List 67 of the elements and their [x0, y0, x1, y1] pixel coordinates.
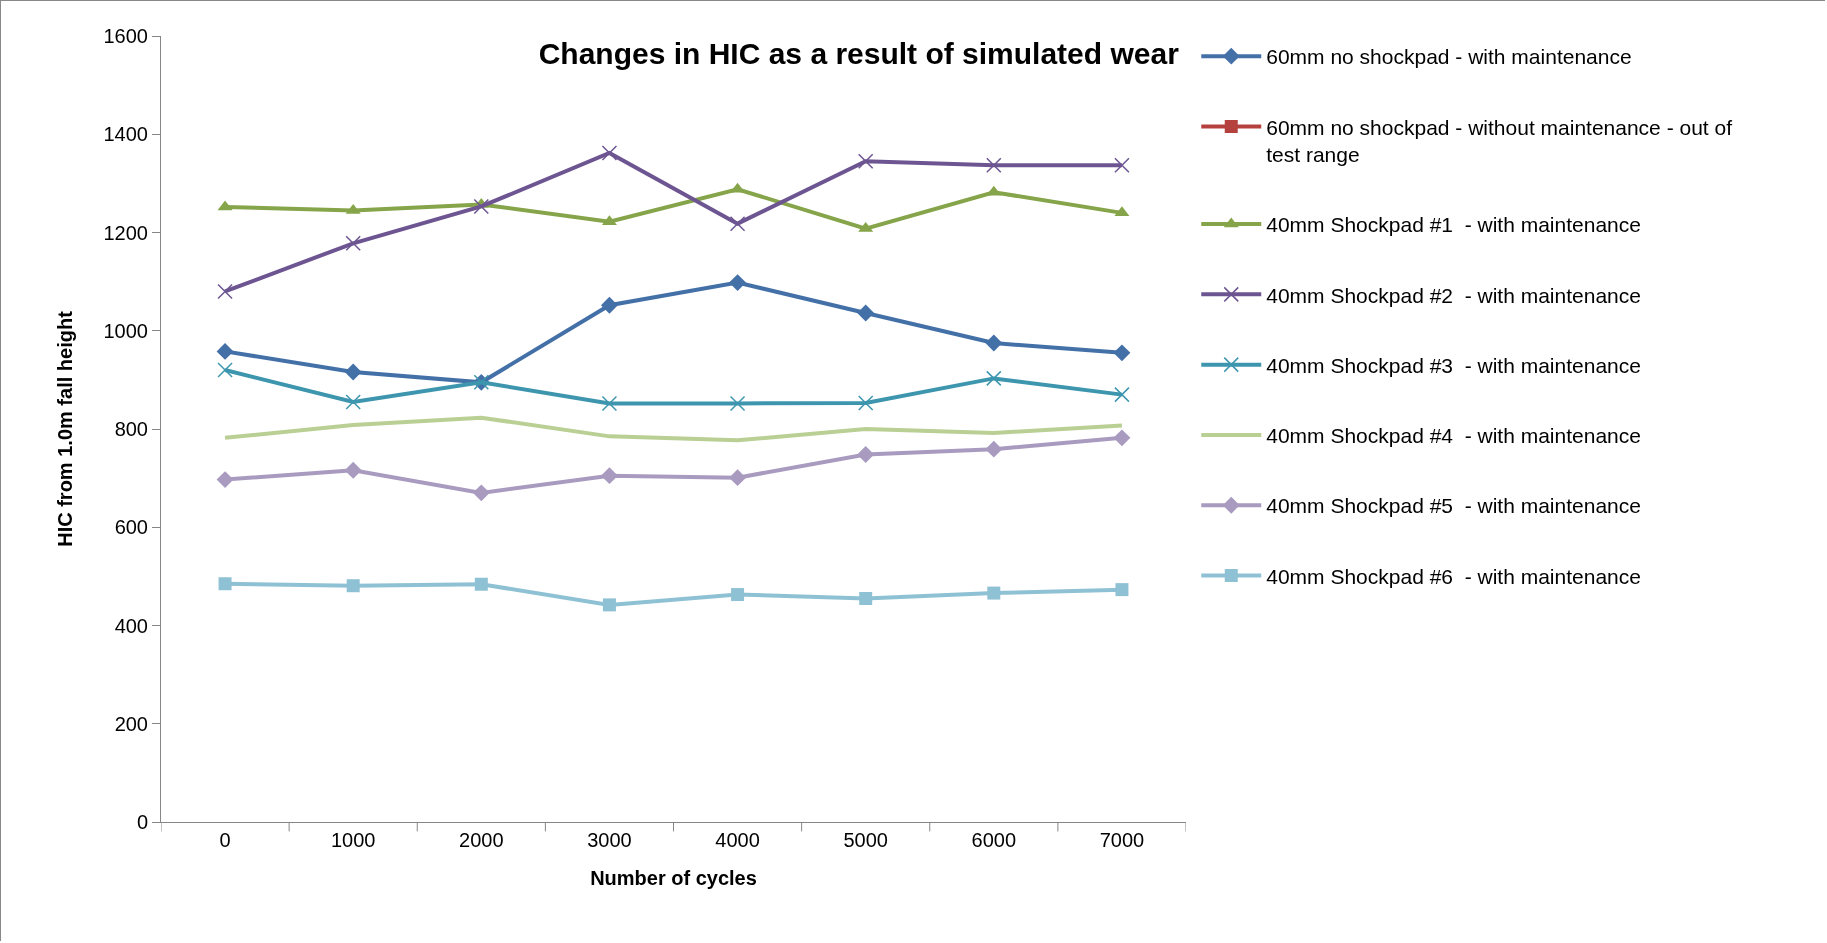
legend-label: 40mm Shockpad #6 - with maintenance	[1266, 564, 1641, 588]
y-tick-label: 1600	[103, 25, 148, 47]
point	[345, 394, 361, 410]
x-tick-label: 6000	[971, 829, 1017, 851]
point	[859, 591, 873, 605]
point	[729, 469, 747, 487]
point	[216, 471, 234, 489]
point	[474, 577, 488, 591]
point	[987, 586, 1001, 600]
x-tick-label: 0	[219, 829, 231, 851]
y-tick-label: 0	[136, 811, 148, 833]
point	[600, 296, 618, 314]
point	[729, 395, 746, 412]
point	[344, 363, 362, 381]
y-tick-label: 800	[114, 418, 148, 440]
line-series	[223, 415, 1124, 443]
x-axis-title: Number of cycles	[590, 866, 757, 889]
x-tick-label: 2000	[459, 829, 504, 851]
point	[602, 598, 616, 612]
point	[344, 461, 362, 479]
y-tick-label: 600	[114, 516, 148, 539]
x-tick-label: 7000	[1099, 829, 1145, 851]
point	[600, 467, 618, 485]
point	[216, 342, 234, 360]
point	[986, 157, 1002, 173]
point	[345, 235, 361, 252]
point	[217, 362, 233, 378]
point	[985, 440, 1003, 458]
x-tick-label: 5000	[843, 829, 888, 851]
point	[472, 484, 490, 502]
point	[1115, 583, 1129, 597]
point	[473, 198, 490, 215]
point	[857, 395, 874, 411]
point	[986, 370, 1002, 387]
point	[601, 395, 618, 412]
point	[601, 145, 618, 161]
point	[985, 334, 1003, 352]
point	[218, 577, 232, 591]
point	[217, 283, 233, 300]
y-tick-label: 1000	[103, 319, 148, 342]
x-tick-label: 4000	[715, 829, 760, 851]
point	[731, 588, 745, 602]
legend-label: 60mm no shockpad - without maintenance - out of test range	[1266, 115, 1733, 166]
point	[857, 153, 874, 170]
point	[857, 304, 875, 322]
point	[729, 274, 747, 292]
point	[1113, 344, 1131, 362]
point	[1114, 157, 1130, 173]
y-axis-title: HIC from 1.0m fall height	[54, 310, 76, 547]
legend-label: 40mm Shockpad #2 - with maintenance	[1266, 283, 1641, 307]
point	[1114, 386, 1130, 403]
y-tick-label: 1200	[103, 221, 148, 244]
legend-label: 40mm Shockpad #5 - with maintenance	[1266, 494, 1641, 518]
point	[346, 579, 360, 593]
y-tick-label: 1400	[103, 123, 148, 146]
point	[1113, 429, 1131, 447]
x-tick-label: 1000	[330, 829, 376, 851]
legend-label: 40mm Shockpad #4 - with maintenance	[1266, 424, 1641, 448]
point	[857, 446, 875, 463]
legend-label: 60mm no shockpad - with maintenance	[1266, 45, 1632, 69]
chart-title: Changes in HIC as a result of simulated wear	[538, 37, 1180, 71]
y-tick-label: 200	[114, 712, 148, 735]
legend-label: 40mm Shockpad #1 - with maintenance	[1266, 213, 1641, 237]
x-tick-label: 3000	[587, 829, 632, 851]
y-tick-label: 400	[114, 614, 148, 637]
legend-label: 40mm Shockpad #3 - with maintenance	[1266, 353, 1641, 377]
point	[729, 215, 746, 232]
